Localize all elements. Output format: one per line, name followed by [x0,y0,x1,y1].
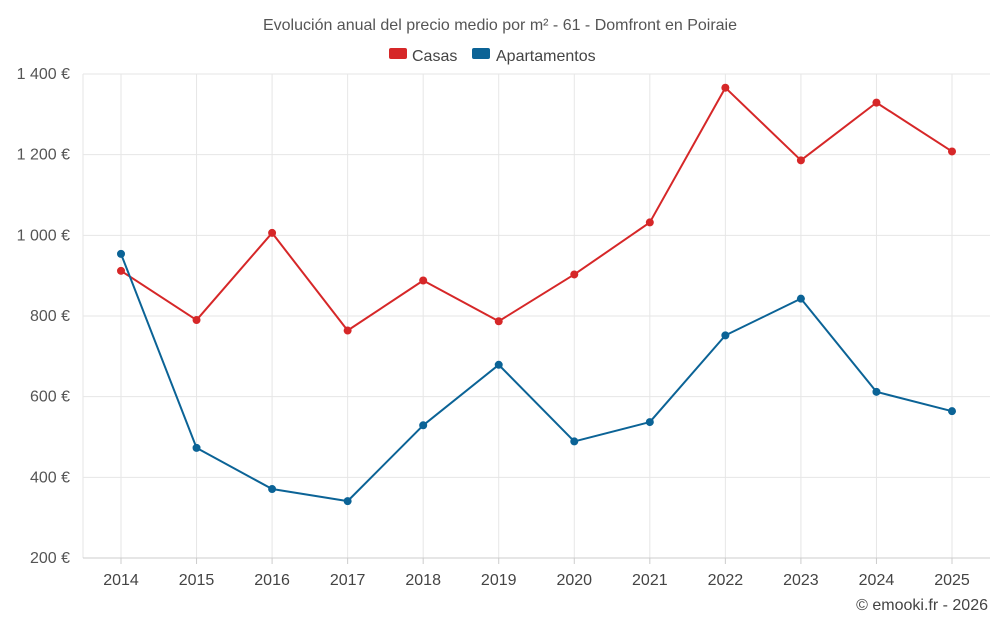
data-point-casas-2025[interactable] [948,147,956,156]
x-tick-label-2015: 2015 [179,572,215,589]
x-tick-label-2024: 2024 [859,572,895,589]
data-point-apartamentos-2021[interactable] [645,418,654,427]
chart-title: Evolución anual del precio medio por m² … [263,17,737,34]
x-tick-label-2016: 2016 [254,572,290,589]
data-point-apartamentos-2015[interactable] [192,443,201,452]
legend-label-casas: Casas [412,48,457,65]
x-tick-label-2019: 2019 [481,572,517,589]
y-tick-label-200: 200 € [30,550,70,567]
data-point-apartamentos-2016[interactable] [268,485,277,494]
credit-text: © emooki.fr - 2026 [856,597,988,614]
y-tick-label-400: 400 € [30,469,70,486]
legend-item-casas[interactable]: Casas [389,48,457,65]
y-tick-label-1400: 1 400 € [17,66,70,83]
data-point-casas-2021[interactable] [645,218,654,227]
x-tick-label-2025: 2025 [934,572,970,589]
data-point-casas-2022[interactable] [721,83,730,92]
legend-swatch-apartamentos [472,48,490,59]
data-point-apartamentos-2017[interactable] [343,497,352,506]
legend-item-apartamentos[interactable]: Apartamentos [472,48,596,65]
data-point-casas-2014[interactable] [117,266,125,275]
data-point-apartamentos-2018[interactable] [419,421,428,430]
data-point-apartamentos-2023[interactable] [796,294,805,303]
x-tick-label-2020: 2020 [556,572,592,589]
y-tick-label-1000: 1 000 € [17,227,70,244]
series [117,83,956,506]
y-tick-label-1200: 1 200 € [17,147,70,164]
data-point-casas-2018[interactable] [419,276,428,285]
x-tick-label-2018: 2018 [405,572,441,589]
data-point-casas-2016[interactable] [268,228,277,237]
legend-label-apartamentos: Apartamentos [496,48,596,65]
data-point-apartamentos-2024[interactable] [872,387,881,396]
series-apartamentos [117,249,956,506]
data-point-casas-2017[interactable] [343,326,352,335]
x-tick-label-2014: 2014 [103,572,139,589]
legend-swatch-casas [389,48,407,59]
series-line-apartamentos [120,253,953,503]
data-point-casas-2024[interactable] [872,98,881,107]
data-point-casas-2020[interactable] [570,270,579,279]
data-point-apartamentos-2022[interactable] [721,331,730,340]
y-tick-label-600: 600 € [30,389,70,406]
x-axis-ticks: 2014 2015 2016 2017 2018 2019 2020 2021 2022 2023… [103,558,970,589]
series-line-casas [120,86,953,332]
data-point-casas-2023[interactable] [796,156,805,165]
x-tick-label-2017: 2017 [330,572,366,589]
data-point-apartamentos-2019[interactable] [494,360,503,369]
x-tick-label-2021: 2021 [632,572,668,589]
x-tick-label-2022: 2022 [708,572,744,589]
series-casas [117,83,956,335]
y-axis-ticks: 200 € 400 € 600 € 800 € 1 000 € 1 200 € 1 400 … [17,66,70,567]
data-point-casas-2019[interactable] [494,317,503,326]
legend: Casas Apartamentos [389,48,596,65]
data-point-casas-2015[interactable] [192,316,201,325]
y-tick-label-800: 800 € [30,308,70,325]
grid [82,73,990,559]
data-point-apartamentos-2020[interactable] [570,437,579,446]
data-point-apartamentos-2014[interactable] [117,249,125,258]
x-tick-label-2023: 2023 [783,572,819,589]
data-point-apartamentos-2025[interactable] [948,407,956,416]
